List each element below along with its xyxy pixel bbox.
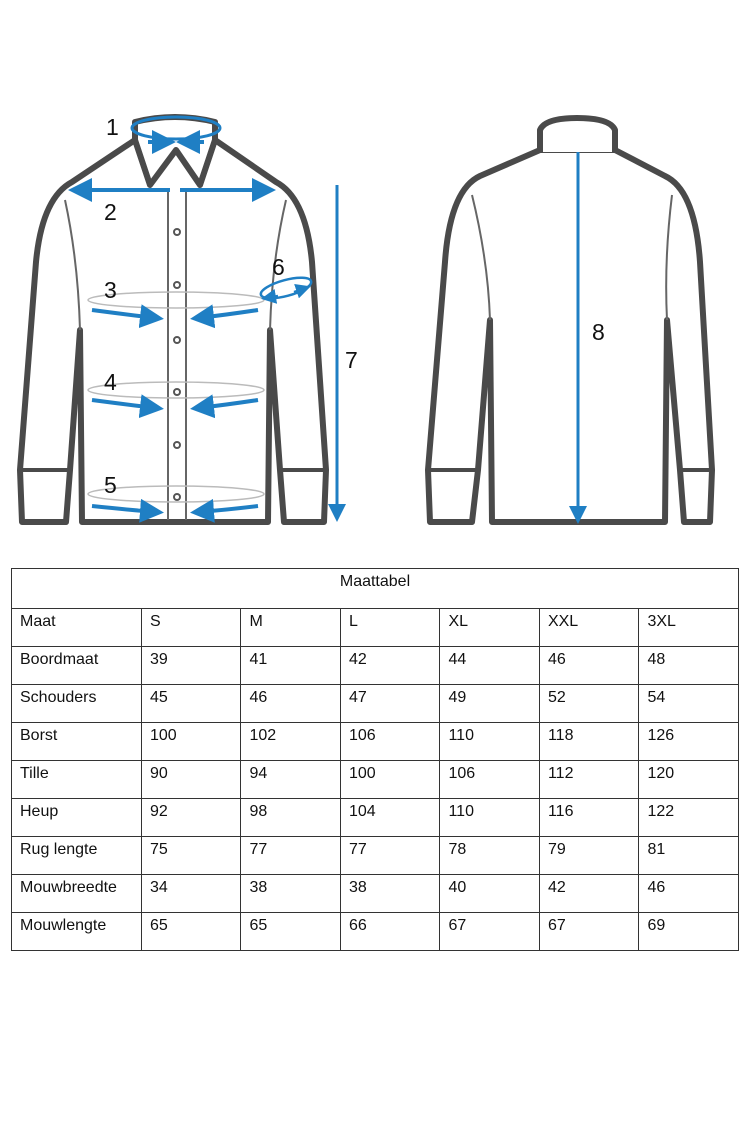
label-2: 2 [104,199,117,225]
table-row: Schouders 45 46 47 49 52 54 [11,684,739,723]
table-cell: 120 [638,760,739,799]
table-cell: 81 [638,836,739,875]
table-cell: 38 [339,874,441,913]
table-cell: 100 [339,760,441,799]
table-row: Mouwlengte 65 65 66 67 67 69 [11,912,739,951]
table-cell: 77 [339,836,441,875]
table-cell: 42 [339,646,441,685]
table-row: Heup 92 98 104 110 116 122 [11,798,739,837]
table-cell: 104 [339,798,441,837]
table-cell: 112 [538,760,640,799]
table-cell: 106 [439,760,540,799]
table-cell: 49 [439,684,540,723]
table-cell: 47 [339,684,441,723]
table-cell: 75 [140,836,242,875]
row-label: Boordmaat [11,646,142,685]
table-cell: 39 [140,646,242,685]
row-label: Mouwlengte [11,912,142,951]
label-8: 8 [592,319,605,345]
header-cell: Maat [11,608,142,647]
label-7: 7 [345,347,358,373]
table-cell: 48 [638,646,739,685]
label-1: 1 [106,114,119,140]
measurement-arrows [68,115,587,524]
table-cell: 41 [240,646,341,685]
table-cell: 45 [140,684,242,723]
shirt-measurement-illustration: 1 2 3 4 5 6 7 8 [17,114,715,525]
table-cell: 46 [240,684,341,723]
label-5: 5 [104,472,117,498]
table-cell: 126 [638,722,739,761]
table-row: Tille 90 94 100 106 112 120 [11,760,739,799]
header-cell: 3XL [638,608,739,647]
row-label: Mouwbreedte [11,874,142,913]
table-cell: 52 [538,684,640,723]
table-cell: 46 [538,646,640,685]
table-row: Mouwbreedte 34 38 38 40 42 46 [11,874,739,913]
table-row: Boordmaat 39 41 42 44 46 48 [11,646,739,685]
table-cell: 102 [240,722,341,761]
table-row: Rug lengte 75 77 77 78 79 81 [11,836,739,875]
table-cell: 90 [140,760,242,799]
table-cell: 38 [240,874,341,913]
shirt-front-placket [64,192,287,520]
table-cell: 98 [240,798,341,837]
row-label: Heup [11,798,142,837]
table-cell: 92 [140,798,242,837]
table-cell: 67 [439,912,540,951]
table-cell: 46 [638,874,739,913]
label-4: 4 [104,369,117,395]
table-cell: 69 [638,912,739,951]
header-cell: L [339,608,441,647]
table-cell: 40 [439,874,540,913]
shirt-back [425,115,715,525]
table-cell: 65 [240,912,341,951]
table-cell: 94 [240,760,341,799]
table-cell: 65 [140,912,242,951]
table-cell: 106 [339,722,441,761]
table-cell: 122 [638,798,739,837]
table-cell: 78 [439,836,540,875]
header-cell: XL [439,608,540,647]
table-cell: 110 [439,722,540,761]
header-cell: M [240,608,341,647]
table-cell: 77 [240,836,341,875]
table-cell: 34 [140,874,242,913]
row-label: Tille [11,760,142,799]
table-cell: 79 [538,836,640,875]
table-cell: 110 [439,798,540,837]
label-3: 3 [104,277,117,303]
row-label: Borst [11,722,142,761]
table-cell: 42 [538,874,640,913]
shirt-front [17,114,329,525]
size-table: Maattabel Maat S M L XL XXL 3XL Boordmaat 39 41 42… [11,568,739,951]
row-label: Schouders [11,684,142,723]
table-row: Borst 100 102 106 110 118 126 [11,722,739,761]
header-cell: S [140,608,242,647]
table-cell: 118 [538,722,640,761]
table-cell: 44 [439,646,540,685]
table-cell: 100 [140,722,242,761]
label-6: 6 [272,254,285,280]
header-cell: XXL [538,608,640,647]
table-cell: 54 [638,684,739,723]
table-header-row: Maat S M L XL XXL 3XL [11,608,739,647]
table-cell: 66 [339,912,441,951]
table-cell: 116 [538,798,640,837]
table-title: Maattabel [11,568,739,609]
table-cell: 67 [538,912,640,951]
row-label: Rug lengte [11,836,142,875]
shirt-buttons [173,228,181,501]
